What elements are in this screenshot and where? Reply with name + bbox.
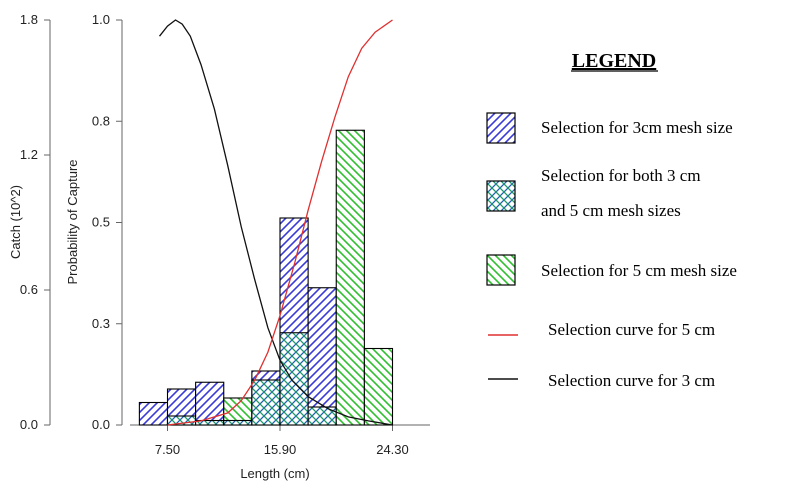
catch-tick-label: 0.0 (20, 417, 38, 432)
selection-curve-3cm (158, 19, 393, 426)
legend: LEGEND Selection for 3cm mesh size Selec… (486, 50, 737, 390)
probability-ticks: 0.0 0.3 0.5 0.8 1.0 (92, 12, 122, 432)
probability-tick-label: 0.0 (92, 417, 110, 432)
legend-label-both-line1: Selection for both 3 cm (541, 166, 701, 185)
catch-tick-label: 1.8 (20, 12, 38, 27)
legend-label-curve5: Selection curve for 5 cm (548, 320, 715, 339)
x-tick-label: 7.50 (155, 442, 180, 457)
histogram-bars (138, 129, 394, 426)
probability-tick-label: 0.5 (92, 215, 110, 230)
catch-ticks: 0.0 0.6 1.2 1.8 (20, 12, 50, 432)
selection-curve-5cm (167, 19, 393, 426)
legend-swatch-both (486, 180, 516, 212)
x-tick-label: 15.90 (264, 442, 297, 457)
selection-curves (158, 19, 393, 426)
probability-tick-label: 1.0 (92, 12, 110, 27)
x-axis: 7.50 15.90 24.30 Length (cm) (130, 424, 430, 481)
right-probability-axis: 0.0 0.3 0.5 0.8 1.0 Probability of Capture (65, 12, 123, 432)
legend-label-both-line2: and 5 cm mesh sizes (541, 201, 681, 220)
legend-label-mesh3: Selection for 3cm mesh size (541, 118, 733, 137)
bar-mesh3 (307, 287, 337, 426)
bar-both-meshes (251, 379, 281, 426)
x-ticks: 7.50 15.90 24.30 (155, 425, 409, 457)
x-tick-label: 24.30 (376, 442, 409, 457)
catch-tick-label: 1.2 (20, 147, 38, 162)
catch-axis-label: Catch (10^2) (8, 185, 23, 259)
legend-swatch-mesh5 (486, 254, 516, 286)
x-axis-label: Length (cm) (240, 466, 309, 481)
legend-label-mesh5: Selection for 5 cm mesh size (541, 261, 737, 280)
bar-mesh5 (335, 129, 365, 426)
legend-title: LEGEND (572, 50, 656, 72)
legend-swatch-mesh3 (486, 112, 516, 144)
probability-axis-label: Probability of Capture (65, 159, 80, 284)
left-catch-axis: 0.0 0.6 1.2 1.8 Catch (10^2) (8, 12, 51, 432)
legend-label-curve3: Selection curve for 3 cm (548, 371, 715, 390)
bar-both-meshes (279, 332, 309, 426)
bar-mesh3 (138, 401, 169, 426)
probability-tick-label: 0.3 (92, 316, 110, 331)
bar-both-meshes (223, 419, 253, 426)
catch-tick-label: 0.6 (20, 282, 38, 297)
bar-mesh5 (363, 347, 394, 426)
probability-tick-label: 0.8 (92, 113, 110, 128)
